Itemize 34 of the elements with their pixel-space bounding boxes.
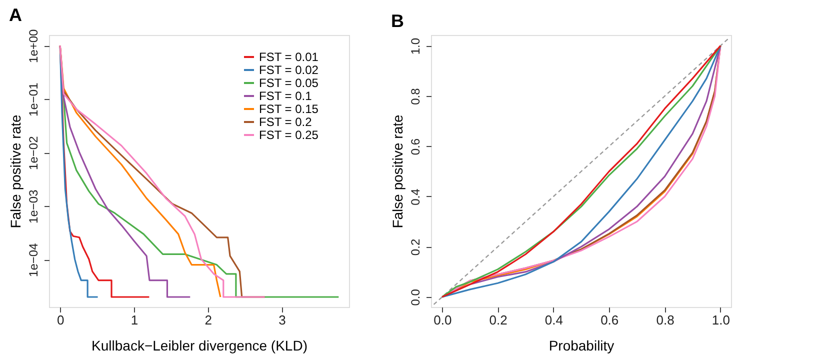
legend-label: FST = 0.05 bbox=[259, 76, 319, 90]
y-tick-label: 0.2 bbox=[408, 238, 422, 256]
x-axis-title: Probability bbox=[548, 338, 614, 354]
legend-label: FST = 0.2 bbox=[259, 115, 312, 129]
y-axis-title: False positive rate bbox=[390, 114, 406, 228]
x-tick-label: 0.4 bbox=[544, 312, 563, 328]
x-tick-label: 3 bbox=[278, 312, 286, 328]
y-tick-label: 1.0 bbox=[408, 38, 422, 55]
y-tick-label: 1e−02 bbox=[26, 136, 40, 170]
chart-title: A bbox=[9, 4, 22, 25]
y-tick-label: 1e+00 bbox=[26, 28, 40, 63]
y-tick-label: 1e−04 bbox=[26, 242, 40, 277]
legend-label: FST = 0.15 bbox=[259, 102, 319, 116]
legend-label: FST = 0.01 bbox=[259, 50, 319, 64]
x-tick-label: 2 bbox=[204, 312, 212, 328]
y-axis-title: False positive rate bbox=[8, 114, 24, 228]
y-tick-label: 0.6 bbox=[408, 138, 422, 156]
x-tick-label: 1.0 bbox=[712, 312, 730, 328]
x-axis-title: Kullback−Leibler divergence (KLD) bbox=[92, 338, 308, 354]
x-tick-label: 0.6 bbox=[600, 312, 619, 328]
y-tick-label: 1e−01 bbox=[26, 82, 40, 116]
x-tick-label: 0 bbox=[56, 312, 64, 328]
y-tick-label: 1e−03 bbox=[26, 189, 40, 224]
legend-label: FST = 0.02 bbox=[259, 63, 319, 77]
y-tick-label: 0.8 bbox=[408, 88, 422, 105]
legend-label: FST = 0.1 bbox=[259, 89, 312, 103]
y-tick-label: 0.4 bbox=[408, 188, 422, 206]
x-tick-label: 0.0 bbox=[434, 312, 452, 328]
x-tick-label: 0.8 bbox=[656, 312, 674, 328]
y-tick-label: 0.0 bbox=[408, 288, 422, 306]
x-tick-label: 0.2 bbox=[489, 312, 508, 328]
chart-title: B bbox=[391, 11, 404, 31]
x-tick-label: 1 bbox=[130, 312, 138, 328]
legend-label: FST = 0.25 bbox=[259, 128, 319, 142]
